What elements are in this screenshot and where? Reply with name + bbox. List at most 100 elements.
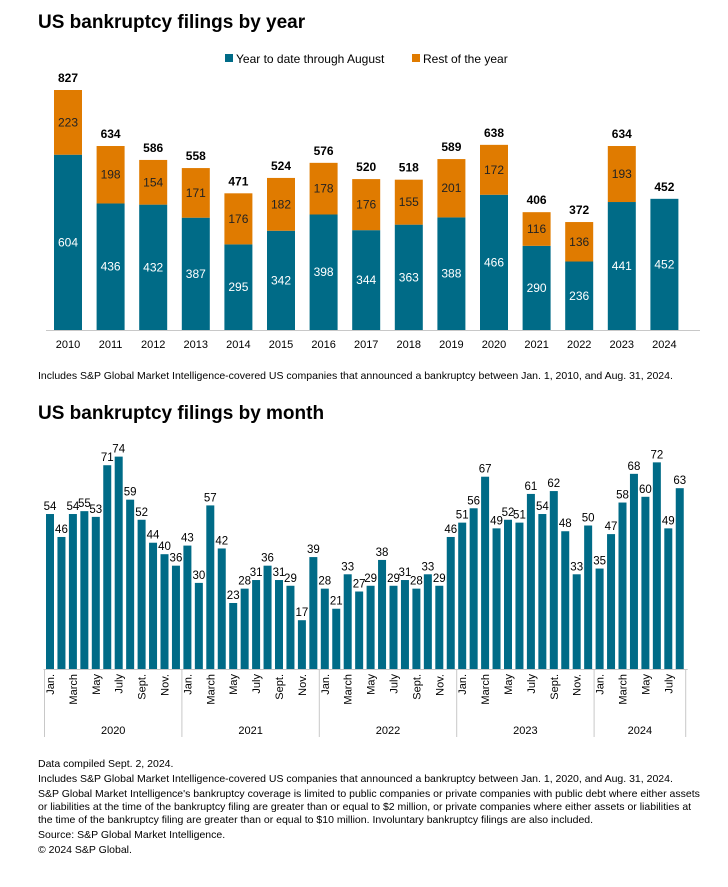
bar-ytd-2019 xyxy=(437,217,466,330)
label-rest-2020: 172 xyxy=(484,163,504,177)
bar-ytd-2021 xyxy=(522,245,551,330)
bar-month-3 xyxy=(80,511,89,669)
label-total-2021: 406 xyxy=(527,193,547,207)
bar-label-3: 55 xyxy=(78,498,91,510)
bar-label-4: 53 xyxy=(89,504,102,516)
bar-month-21 xyxy=(286,585,295,669)
bar-label-29: 38 xyxy=(376,547,389,559)
bar-label-30: 29 xyxy=(387,573,400,585)
label-rest-2018: 155 xyxy=(399,195,419,209)
legend-swatch-rest xyxy=(412,54,420,62)
year-label-2024: 2024 xyxy=(628,725,652,737)
bar-month-7 xyxy=(126,499,135,669)
bar-label-7: 59 xyxy=(124,487,137,499)
bar-month-46 xyxy=(572,574,581,669)
month-tick-label-0: Jan. xyxy=(45,674,57,695)
bar-label-20: 31 xyxy=(273,567,286,579)
tick-label-2011: 2011 xyxy=(99,339,123,351)
bar-label-24: 28 xyxy=(318,576,331,588)
bar-label-9: 44 xyxy=(147,530,160,542)
bar-rest-2023 xyxy=(607,146,636,203)
monthly-chart-title: US bankruptcy filings by month xyxy=(38,403,325,424)
month-tick-label-24: Jan. xyxy=(320,674,332,695)
footer-source: Source: S&P Global Market Intelligence. xyxy=(38,829,226,841)
label-total-2017: 520 xyxy=(356,160,376,174)
tick-label-2012: 2012 xyxy=(141,339,165,351)
bar-label-44: 62 xyxy=(547,478,560,490)
bar-label-16: 23 xyxy=(227,590,240,602)
label-ytd-2016: 398 xyxy=(314,265,334,279)
bar-label-52: 60 xyxy=(639,484,652,496)
bar-label-0: 54 xyxy=(44,501,57,513)
bar-label-47: 50 xyxy=(582,513,595,525)
footer-compiled: Data compiled Sept. 2, 2024. xyxy=(38,758,174,770)
bar-month-9 xyxy=(149,542,158,669)
label-ytd-2012: 432 xyxy=(143,260,163,274)
tick-label-2015: 2015 xyxy=(269,339,293,351)
tick-label-2020: 2020 xyxy=(482,339,506,351)
label-total-2023: 634 xyxy=(612,127,632,141)
month-tick-label-18: July xyxy=(251,674,263,694)
bar-month-14 xyxy=(206,505,215,669)
bar-label-46: 33 xyxy=(570,561,583,573)
year-label-2021: 2021 xyxy=(238,725,262,737)
month-tick-label-38: March xyxy=(480,674,492,705)
bar-label-45: 48 xyxy=(559,518,572,530)
bar-ytd-2023 xyxy=(607,202,636,330)
bar-rest-2015 xyxy=(267,177,295,231)
bar-month-48 xyxy=(595,568,604,669)
month-tick-label-36: Jan. xyxy=(457,674,469,695)
bar-month-32 xyxy=(412,588,421,669)
month-tick-label-8: Sept. xyxy=(137,674,149,700)
bar-month-35 xyxy=(446,536,455,669)
label-rest-2017: 176 xyxy=(356,198,376,212)
year-label-2020: 2020 xyxy=(101,725,125,737)
bar-label-51: 68 xyxy=(628,461,641,473)
bar-label-8: 52 xyxy=(135,507,148,519)
bar-month-30 xyxy=(389,585,398,669)
tick-label-2022: 2022 xyxy=(567,339,591,351)
bar-month-20 xyxy=(275,580,283,669)
tick-label-2018: 2018 xyxy=(397,339,421,351)
bar-rest-2021 xyxy=(522,212,551,246)
bar-rest-2010 xyxy=(54,90,82,155)
bar-month-12 xyxy=(183,545,192,669)
label-ytd-2023: 441 xyxy=(612,259,632,273)
bar-label-15: 42 xyxy=(215,535,228,547)
bar-label-26: 33 xyxy=(341,561,354,573)
label-total-2024: 452 xyxy=(654,180,674,194)
label-total-2018: 518 xyxy=(399,161,419,175)
month-tick-label-20: Sept. xyxy=(274,674,286,700)
bar-label-38: 67 xyxy=(479,464,492,476)
bar-ytd-2013 xyxy=(181,217,210,330)
bar-month-24 xyxy=(320,588,329,669)
bar-label-48: 35 xyxy=(593,556,606,568)
bar-label-34: 29 xyxy=(433,573,446,585)
label-ytd-2024: 452 xyxy=(654,257,674,271)
label-ytd-2019: 388 xyxy=(441,267,461,281)
bar-label-22: 17 xyxy=(296,607,309,619)
bar-label-41: 51 xyxy=(513,510,526,522)
tick-label-2010: 2010 xyxy=(56,339,80,351)
bar-rest-2020 xyxy=(480,144,508,195)
bar-month-25 xyxy=(332,608,341,669)
bar-month-31 xyxy=(400,580,409,669)
bar-rest-2017 xyxy=(352,179,381,231)
bar-month-53 xyxy=(652,462,661,669)
bar-label-28: 29 xyxy=(364,573,377,585)
month-tick-label-16: May xyxy=(228,674,240,695)
bar-label-50: 58 xyxy=(616,490,629,502)
label-rest-2021: 116 xyxy=(527,222,546,236)
label-ytd-2022: 236 xyxy=(569,289,589,303)
bar-label-35: 46 xyxy=(444,524,457,536)
bar-month-1 xyxy=(57,536,66,669)
month-tick-label-42: July xyxy=(526,674,538,694)
month-tick-label-32: Sept. xyxy=(411,674,423,700)
bar-ytd-2014 xyxy=(224,244,253,330)
month-tick-label-10: Nov. xyxy=(160,674,172,696)
bar-ytd-2020 xyxy=(480,194,508,330)
month-tick-label-44: Sept. xyxy=(549,674,561,700)
month-tick-label-46: Nov. xyxy=(572,674,584,696)
bar-label-53: 72 xyxy=(650,449,663,461)
tick-label-2024: 2024 xyxy=(652,339,676,351)
